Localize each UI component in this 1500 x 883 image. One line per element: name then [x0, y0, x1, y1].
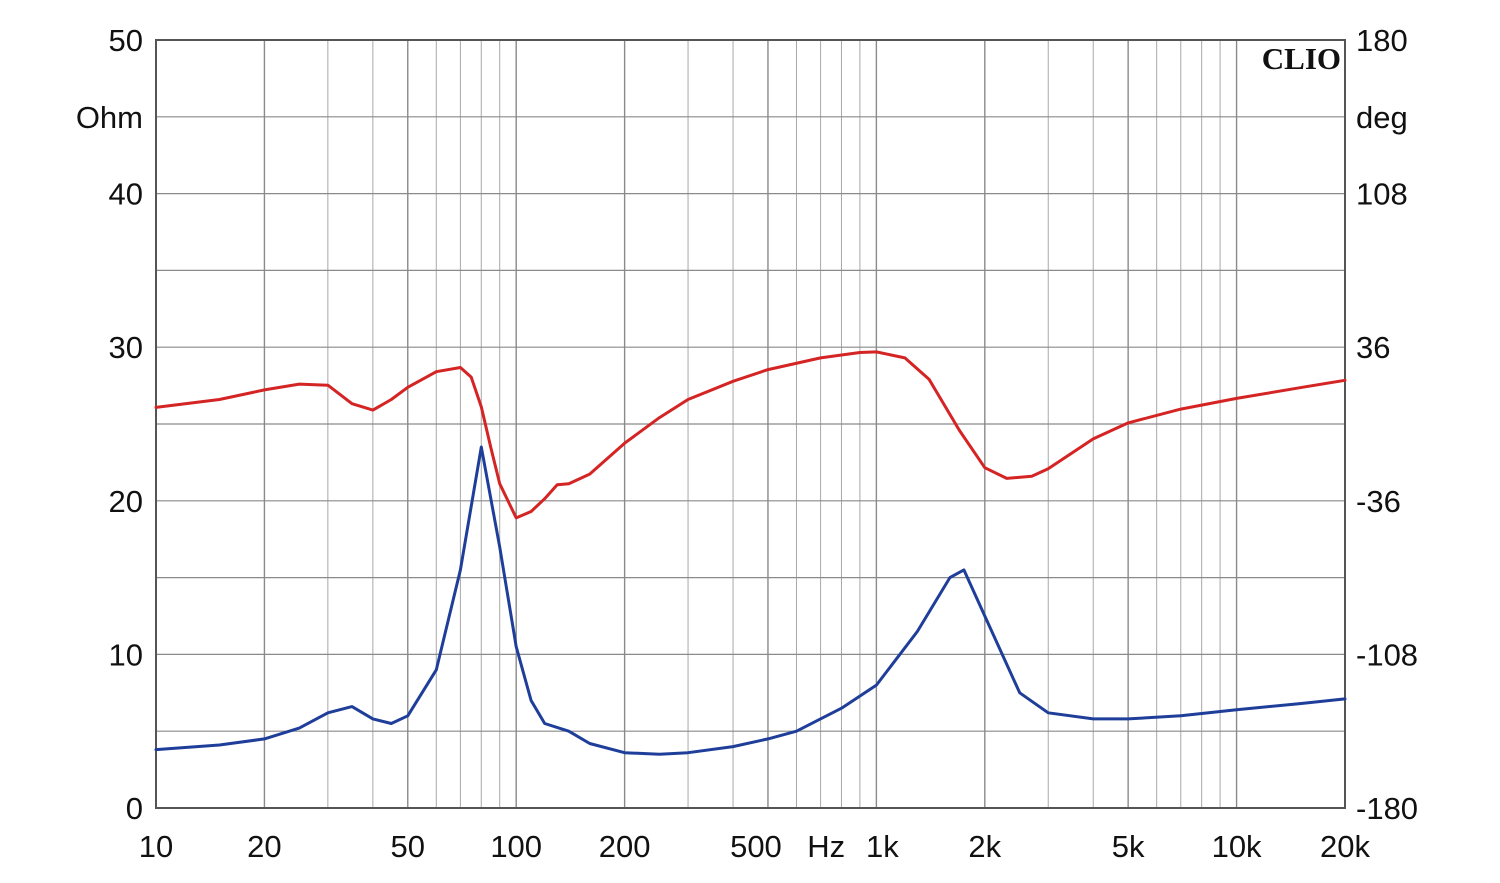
- x-tick-label: 20: [247, 829, 281, 864]
- right-axis-unit-label: deg: [1356, 100, 1408, 135]
- right-tick-label: 180: [1356, 23, 1408, 58]
- phase-curve: [154, 350, 1347, 520]
- series-layer: [154, 350, 1347, 756]
- x-tick-label: 5k: [1112, 829, 1145, 864]
- x-tick-label: 10: [139, 829, 173, 864]
- right-tick-label: -108: [1356, 637, 1418, 672]
- left-tick-label: 30: [109, 330, 143, 365]
- right-axis-tick-labels: -180 -108 -36 36 108 180: [1356, 23, 1418, 826]
- left-axis-tick-labels: 0 10 20 30 40 50: [109, 23, 143, 826]
- x-axis-unit-label: Hz: [807, 829, 845, 864]
- impedance-curve: [154, 445, 1347, 756]
- x-tick-label: 50: [391, 829, 425, 864]
- right-tick-label: 108: [1356, 177, 1408, 212]
- x-tick-label: 2k: [968, 829, 1001, 864]
- right-tick-label: 36: [1356, 330, 1390, 365]
- left-tick-label: 20: [109, 484, 143, 519]
- left-axis-unit-label: Ohm: [76, 100, 143, 135]
- left-tick-label: 40: [109, 177, 143, 212]
- x-axis-tick-labels: 10 20 50 100 200 500 1k 2k 5k 10k 20k: [139, 829, 1371, 864]
- x-tick-label: 100: [490, 829, 542, 864]
- left-tick-label: 0: [126, 791, 143, 826]
- x-tick-label: 500: [730, 829, 782, 864]
- x-tick-label: 1k: [866, 829, 899, 864]
- left-tick-label: 10: [109, 637, 143, 672]
- grid: [155, 39, 1346, 809]
- right-tick-label: -36: [1356, 484, 1401, 519]
- x-tick-label: 20k: [1320, 829, 1370, 864]
- left-tick-label: 50: [109, 23, 143, 58]
- clio-logo: CLIO: [1262, 41, 1341, 76]
- plot-frame: [155, 39, 1346, 809]
- x-tick-label: 10k: [1212, 829, 1262, 864]
- x-tick-label: 200: [599, 829, 651, 864]
- right-tick-label: -180: [1356, 791, 1418, 826]
